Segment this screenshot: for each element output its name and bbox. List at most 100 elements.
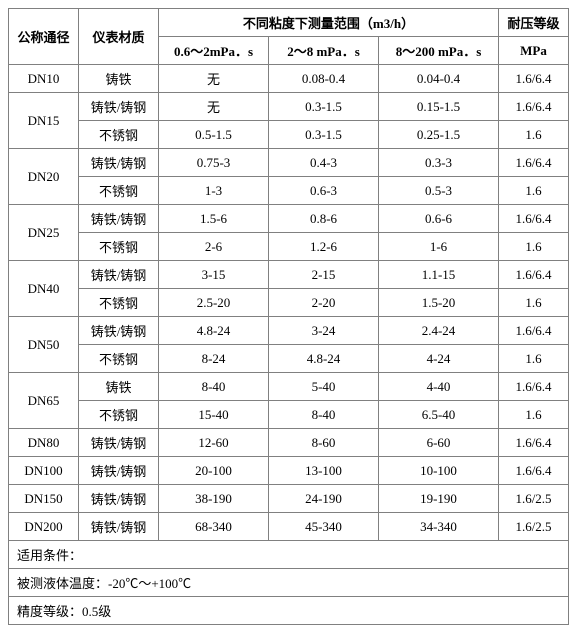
cell-material: 铸铁/铸钢 xyxy=(79,429,159,457)
table-row: DN200铸铁/铸钢68-34045-34034-3401.6/2.5 xyxy=(9,513,569,541)
table-row: DN20铸铁/铸钢0.75-30.4-30.3-31.6/6.4 xyxy=(9,149,569,177)
table-row: DN100铸铁/铸钢20-10013-10010-1001.6/6.4 xyxy=(9,457,569,485)
cell-range-v3: 1-6 xyxy=(379,233,499,261)
cell-diameter: DN10 xyxy=(9,65,79,93)
cell-diameter: DN40 xyxy=(9,261,79,317)
cell-diameter: DN20 xyxy=(9,149,79,205)
cell-material: 不锈钢 xyxy=(79,401,159,429)
cell-range-v1: 3-15 xyxy=(159,261,269,289)
cell-range-v3: 34-340 xyxy=(379,513,499,541)
cell-material: 不锈钢 xyxy=(79,177,159,205)
table-row: 不锈钢2.5-202-201.5-201.6 xyxy=(9,289,569,317)
cell-diameter: DN25 xyxy=(9,205,79,261)
cell-range-v3: 19-190 xyxy=(379,485,499,513)
cell-range-v1: 8-24 xyxy=(159,345,269,373)
table-row: 不锈钢8-244.8-244-241.6 xyxy=(9,345,569,373)
cell-pressure: 1.6 xyxy=(499,289,569,317)
table-body: DN10铸铁无0.08-0.40.04-0.41.6/6.4DN15铸铁/铸钢无… xyxy=(9,65,569,541)
cell-diameter: DN200 xyxy=(9,513,79,541)
table-row: 不锈钢1-30.6-30.5-31.6 xyxy=(9,177,569,205)
cell-range-v1: 4.8-24 xyxy=(159,317,269,345)
cell-material: 铸铁 xyxy=(79,65,159,93)
cell-range-v3: 0.25-1.5 xyxy=(379,121,499,149)
cell-range-v2: 0.4-3 xyxy=(269,149,379,177)
table-row: DN150铸铁/铸钢38-19024-19019-1901.6/2.5 xyxy=(9,485,569,513)
table-row: DN15铸铁/铸钢无0.3-1.50.15-1.51.6/6.4 xyxy=(9,93,569,121)
cell-range-v1: 2.5-20 xyxy=(159,289,269,317)
header-range-group: 不同粘度下测量范围（m3/h） xyxy=(159,9,499,37)
cell-pressure: 1.6 xyxy=(499,401,569,429)
cell-range-v2: 1.2-6 xyxy=(269,233,379,261)
cell-range-v3: 0.15-1.5 xyxy=(379,93,499,121)
cell-material: 铸铁/铸钢 xyxy=(79,93,159,121)
cell-range-v2: 0.3-1.5 xyxy=(269,93,379,121)
cell-diameter: DN15 xyxy=(9,93,79,149)
cell-range-v1: 68-340 xyxy=(159,513,269,541)
table-row: DN50铸铁/铸钢4.8-243-242.4-241.6/6.4 xyxy=(9,317,569,345)
cell-pressure: 1.6/6.4 xyxy=(499,261,569,289)
table-row: DN25铸铁/铸钢1.5-60.8-60.6-61.6/6.4 xyxy=(9,205,569,233)
cell-material: 不锈钢 xyxy=(79,233,159,261)
cell-pressure: 1.6/6.4 xyxy=(499,93,569,121)
cell-range-v2: 3-24 xyxy=(269,317,379,345)
cell-pressure: 1.6 xyxy=(499,345,569,373)
cell-range-v2: 13-100 xyxy=(269,457,379,485)
cell-range-v1: 0.75-3 xyxy=(159,149,269,177)
cell-diameter: DN65 xyxy=(9,373,79,429)
cell-range-v1: 1.5-6 xyxy=(159,205,269,233)
cell-range-v2: 5-40 xyxy=(269,373,379,401)
cell-range-v1: 15-40 xyxy=(159,401,269,429)
cell-diameter: DN80 xyxy=(9,429,79,457)
cell-range-v3: 6.5-40 xyxy=(379,401,499,429)
cell-range-v3: 0.5-3 xyxy=(379,177,499,205)
cell-range-v3: 1.1-15 xyxy=(379,261,499,289)
cell-range-v3: 4-40 xyxy=(379,373,499,401)
cell-material: 铸铁/铸钢 xyxy=(79,261,159,289)
cell-material: 铸铁/铸钢 xyxy=(79,317,159,345)
cell-pressure: 1.6/2.5 xyxy=(499,485,569,513)
cell-material: 铸铁/铸钢 xyxy=(79,149,159,177)
cell-range-v2: 2-20 xyxy=(269,289,379,317)
footer-line-3: 精度等级：0.5级 xyxy=(9,597,569,625)
cell-range-v1: 8-40 xyxy=(159,373,269,401)
header-viscosity-1: 0.6～2mPa．s xyxy=(159,37,269,65)
table-header: 公称通径 仪表材质 不同粘度下测量范围（m3/h） 耐压等级 0.6～2mPa．… xyxy=(9,9,569,65)
header-viscosity-2: 2～8 mPa．s xyxy=(269,37,379,65)
table-row: DN10铸铁无0.08-0.40.04-0.41.6/6.4 xyxy=(9,65,569,93)
cell-range-v2: 0.6-3 xyxy=(269,177,379,205)
cell-range-v1: 无 xyxy=(159,93,269,121)
cell-range-v2: 0.08-0.4 xyxy=(269,65,379,93)
table-row: DN80铸铁/铸钢12-608-606-601.6/6.4 xyxy=(9,429,569,457)
cell-pressure: 1.6/6.4 xyxy=(499,317,569,345)
table-row: 不锈钢0.5-1.50.3-1.50.25-1.51.6 xyxy=(9,121,569,149)
cell-material: 铸铁/铸钢 xyxy=(79,205,159,233)
cell-pressure: 1.6/6.4 xyxy=(499,373,569,401)
cell-pressure: 1.6/6.4 xyxy=(499,149,569,177)
cell-pressure: 1.6/2.5 xyxy=(499,513,569,541)
cell-pressure: 1.6/6.4 xyxy=(499,429,569,457)
table-row: DN65铸铁8-405-404-401.6/6.4 xyxy=(9,373,569,401)
table-footer: 适用条件： 被测液体温度：-20℃～+100℃ 精度等级：0.5级 xyxy=(9,541,569,625)
cell-range-v1: 12-60 xyxy=(159,429,269,457)
cell-range-v3: 10-100 xyxy=(379,457,499,485)
cell-pressure: 1.6/6.4 xyxy=(499,457,569,485)
cell-diameter: DN50 xyxy=(9,317,79,373)
cell-range-v1: 0.5-1.5 xyxy=(159,121,269,149)
spec-table: 公称通径 仪表材质 不同粘度下测量范围（m3/h） 耐压等级 0.6～2mPa．… xyxy=(8,8,569,625)
header-material: 仪表材质 xyxy=(79,9,159,65)
cell-range-v3: 6-60 xyxy=(379,429,499,457)
cell-range-v2: 4.8-24 xyxy=(269,345,379,373)
cell-range-v3: 0.6-6 xyxy=(379,205,499,233)
cell-material: 铸铁/铸钢 xyxy=(79,457,159,485)
table-row: 不锈钢2-61.2-61-61.6 xyxy=(9,233,569,261)
cell-pressure: 1.6/6.4 xyxy=(499,205,569,233)
cell-range-v2: 8-40 xyxy=(269,401,379,429)
cell-material: 铸铁/铸钢 xyxy=(79,485,159,513)
cell-range-v2: 2-15 xyxy=(269,261,379,289)
header-viscosity-3: 8～200 mPa．s xyxy=(379,37,499,65)
cell-pressure: 1.6 xyxy=(499,177,569,205)
cell-range-v1: 2-6 xyxy=(159,233,269,261)
cell-range-v3: 2.4-24 xyxy=(379,317,499,345)
cell-range-v3: 0.04-0.4 xyxy=(379,65,499,93)
cell-pressure: 1.6/6.4 xyxy=(499,65,569,93)
